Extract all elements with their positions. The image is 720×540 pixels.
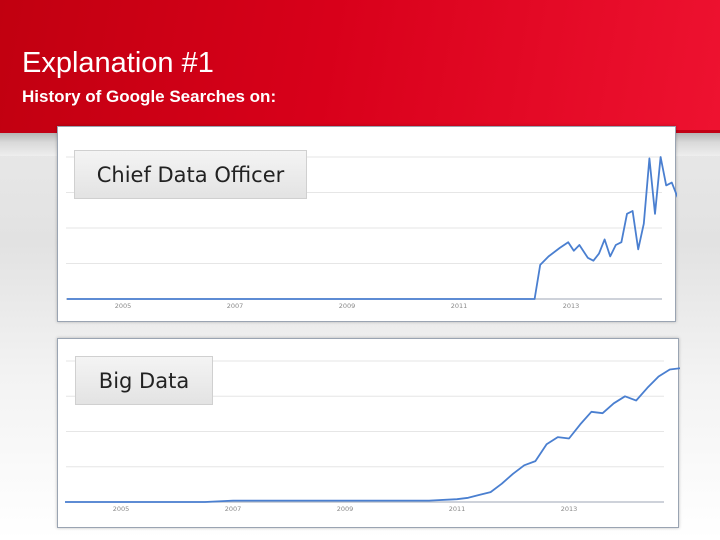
x-tick-label: 2013 [563, 302, 580, 310]
big-data-term-label: Big Data [75, 356, 213, 405]
x-tick-label: 2007 [225, 505, 242, 513]
x-tick-label: 2011 [451, 302, 468, 310]
series-line-chief-data-officer [67, 156, 677, 300]
slide-title: Explanation #1 [22, 47, 214, 79]
chief-data-officer-chart-panel: 2005 2007 2009 2011 2013 Chief Data Officer [57, 126, 677, 322]
x-tick-label: 2009 [337, 505, 354, 513]
x-tick-label: 2009 [339, 302, 356, 310]
x-tick-label: 2005 [113, 505, 130, 513]
x-tick-label: 2013 [561, 505, 578, 513]
slide-header [0, 0, 720, 130]
x-tick-label: 2007 [227, 302, 244, 310]
slide-subtitle: History of Google Searches on: [22, 87, 277, 106]
x-tick-label: 2011 [449, 505, 466, 513]
x-tick-label: 2005 [115, 302, 132, 310]
chief-data-officer-term-label: Chief Data Officer [74, 150, 307, 199]
series-line-big-data [65, 367, 680, 503]
big-data-chart-panel: 2005 2007 2009 2011 2013 Big Data [57, 338, 680, 528]
